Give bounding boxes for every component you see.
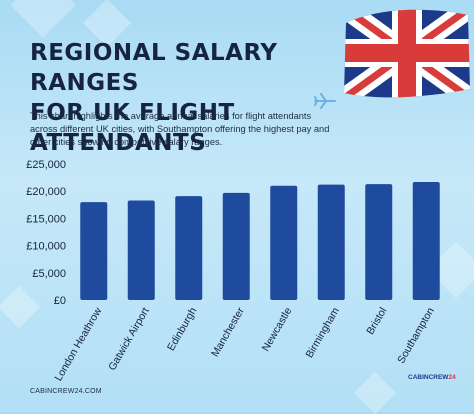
cabincrew-logo: CABINCREW24	[408, 374, 456, 381]
title-line-1: REGIONAL SALARY RANGES	[30, 40, 278, 96]
y-tick-label: £0	[54, 295, 66, 307]
title-line-2: FOR UK FLIGHT ATTENDANTS	[30, 100, 235, 156]
bar	[175, 196, 203, 300]
uk-flag-icon	[344, 9, 470, 98]
x-tick-label: Southampton	[395, 305, 437, 365]
chart-description: This chart highlights the average annual…	[30, 111, 330, 147]
y-tick-label: £20,000	[26, 186, 66, 198]
logo-text: CABINCREW	[408, 374, 449, 381]
x-tick-label: London Heathrow	[53, 305, 105, 383]
x-tick-label: Edinburgh	[165, 305, 199, 353]
bar	[222, 192, 250, 300]
bar	[80, 202, 108, 300]
footer-url: CABINCREW24.COM	[30, 388, 102, 395]
bar	[127, 200, 155, 300]
logo-suffix: 24	[448, 374, 456, 381]
x-tick-label: Manchester	[209, 305, 247, 359]
x-tick-label: Gatwick Airport	[106, 305, 152, 372]
y-tick-label: £25,000	[26, 159, 66, 171]
x-tick-label: Bristol	[364, 306, 389, 337]
y-tick-label: £15,000	[26, 213, 66, 225]
y-tick-label: £10,000	[26, 241, 66, 253]
bar	[270, 185, 298, 300]
y-tick-label: £5,000	[32, 268, 66, 280]
page-title: REGIONAL SALARY RANGES FOR UK FLIGHT ATT…	[30, 38, 330, 158]
bar	[365, 184, 393, 300]
bar	[317, 184, 345, 300]
x-tick-label: Newcastle	[260, 305, 295, 353]
bar	[412, 181, 440, 300]
airplane-icon	[314, 93, 336, 109]
x-tick-label: Birmingham	[303, 305, 342, 360]
